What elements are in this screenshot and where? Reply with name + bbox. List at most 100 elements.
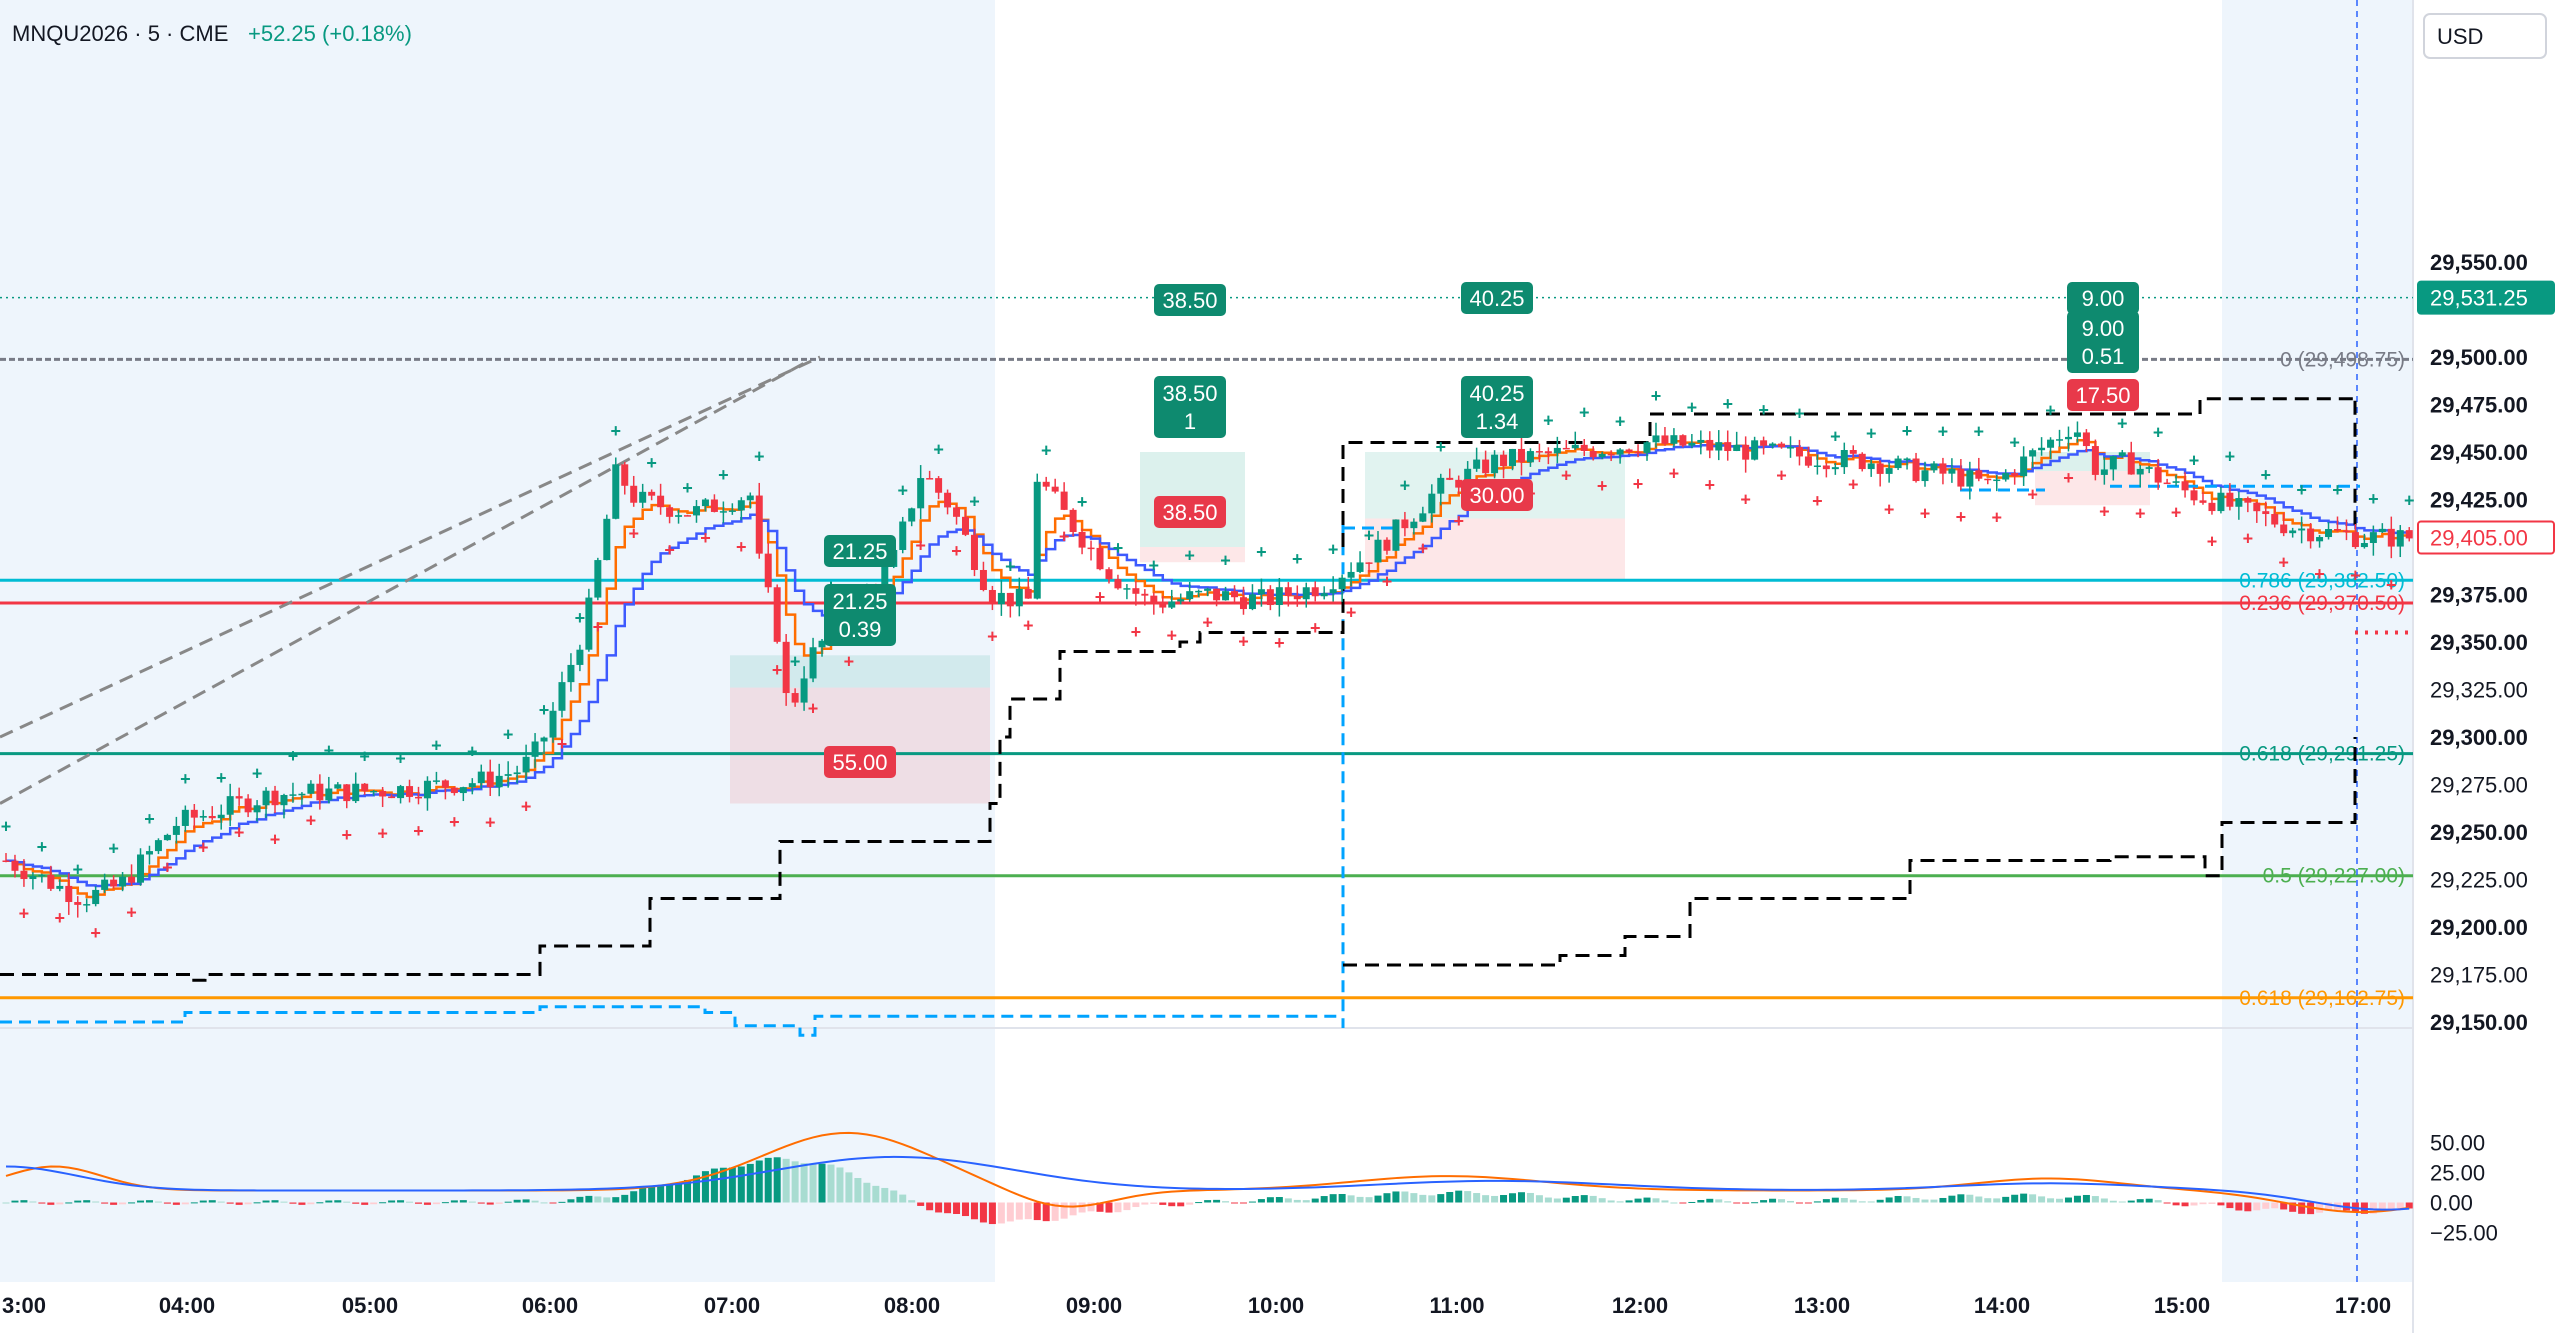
macd-histogram-bar	[280, 1201, 288, 1203]
sell-marker: +	[1633, 474, 1644, 494]
candle-body	[908, 508, 916, 522]
buy-marker: +	[2189, 450, 2200, 470]
candle-body	[477, 771, 485, 784]
buy-marker: +	[2368, 489, 2379, 509]
oscillator-tick: 0.00	[2430, 1191, 2473, 1216]
buy-marker: +	[180, 769, 191, 789]
buy-marker: +	[395, 748, 406, 768]
fib-label: 0.5 (29,227.00)	[2263, 865, 2405, 888]
candle-body	[2190, 490, 2198, 501]
candle-body	[1096, 547, 1104, 570]
macd-histogram-bar	[1284, 1198, 1292, 1203]
buy-marker: +	[2261, 465, 2272, 485]
macd-histogram-bar	[352, 1202, 360, 1204]
macd-histogram-bar	[1266, 1197, 1274, 1203]
macd-histogram-bar	[2199, 1202, 2207, 1205]
stop-line	[1343, 400, 2357, 967]
candle-body	[621, 464, 629, 486]
candle-body	[1033, 481, 1041, 599]
macd-histogram-bar	[944, 1202, 952, 1214]
profit-label-text: 40.25	[1469, 381, 1524, 406]
buy-marker: +	[1974, 421, 1985, 441]
macd-histogram-bar	[657, 1185, 665, 1203]
candle-body	[2271, 514, 2279, 525]
macd-histogram-bar	[917, 1202, 925, 1206]
symbol-legend[interactable]: MNQU2026 · 5 · CME +52.25 (+0.18%)	[12, 21, 412, 46]
candle-body	[612, 464, 620, 519]
macd-histogram-bar	[2, 1202, 10, 1204]
macd-histogram-bar	[47, 1202, 55, 1205]
macd-histogram-bar	[1733, 1202, 1741, 1204]
candle-body	[639, 491, 647, 503]
candle-body	[1885, 468, 1893, 474]
candle-body	[2056, 439, 2064, 441]
candle-body	[1266, 589, 1274, 606]
macd-histogram-bar	[2136, 1199, 2144, 1203]
buy-marker: +	[252, 763, 263, 783]
candle-body	[486, 771, 494, 788]
current-price-badge-text: 29,405.00	[2430, 526, 2528, 551]
trade-zone	[1140, 547, 1245, 563]
profit-label-sub: 1.34	[1476, 409, 1519, 434]
candle-body	[1338, 577, 1346, 590]
candle-body	[2226, 492, 2234, 507]
macd-histogram-bar	[1751, 1202, 1759, 1204]
macd-histogram-bar	[1482, 1195, 1490, 1203]
candle-body	[1912, 458, 1920, 482]
loss-label-text: 55.00	[832, 750, 887, 775]
candle-body	[2217, 492, 2225, 512]
candle-body	[65, 885, 73, 903]
candle-body	[1069, 509, 1077, 532]
buy-marker: +	[503, 725, 514, 745]
macd-histogram-bar	[1984, 1198, 1992, 1203]
candle-body	[899, 521, 907, 550]
candle-body	[1239, 597, 1247, 610]
candle-body	[1446, 477, 1454, 480]
macd-histogram-bar	[199, 1200, 207, 1203]
sell-marker: +	[1812, 491, 1823, 511]
candle-body	[1204, 588, 1212, 591]
buy-marker: +	[1579, 402, 1590, 422]
candle-body	[2109, 456, 2117, 470]
macd-histogram-bar	[1786, 1200, 1794, 1203]
candle-body	[576, 649, 584, 665]
candle-body	[782, 641, 790, 694]
candle-body	[316, 783, 324, 801]
candle-body	[818, 640, 826, 648]
candle-body	[423, 780, 431, 799]
macd-histogram-bar	[1589, 1195, 1597, 1203]
macd-histogram-bar	[1804, 1202, 1812, 1204]
sell-marker: +	[1023, 615, 1034, 635]
candle-body	[190, 809, 198, 818]
macd-histogram-bar	[2271, 1202, 2279, 1209]
currency-button[interactable]: USD	[2423, 13, 2547, 59]
buy-marker: +	[1830, 426, 1841, 446]
macd-histogram-bar	[1419, 1194, 1427, 1203]
candle-body	[2064, 436, 2072, 440]
candle-body	[1347, 571, 1355, 578]
candle-body	[1186, 591, 1194, 600]
candle-body	[397, 786, 405, 799]
macd-histogram-bar	[594, 1196, 602, 1203]
macd-histogram-bar	[1553, 1198, 1561, 1203]
trade-zone	[730, 687, 990, 804]
candle-body	[92, 889, 100, 905]
price-tick: 29,250.00	[2430, 820, 2528, 845]
candle-body	[137, 854, 145, 883]
macd-histogram-bar	[755, 1160, 763, 1203]
oscillator-pane	[2, 1131, 2413, 1225]
candle-body	[1231, 591, 1239, 598]
macd-histogram-bar	[953, 1202, 961, 1214]
candle-body	[11, 860, 19, 871]
symbol-name: MNQU2026 · 5 · CME	[12, 21, 228, 46]
macd-histogram-bar	[1939, 1197, 1947, 1203]
candle-body	[2172, 481, 2180, 483]
candle-body	[997, 592, 1005, 605]
candle-body	[630, 485, 638, 503]
macd-histogram-bar	[2154, 1200, 2162, 1203]
macd-histogram-bar	[2298, 1202, 2306, 1214]
sell-marker: +	[951, 541, 962, 561]
macd-histogram-bar	[1096, 1202, 1104, 1212]
buy-marker: +	[897, 480, 908, 500]
